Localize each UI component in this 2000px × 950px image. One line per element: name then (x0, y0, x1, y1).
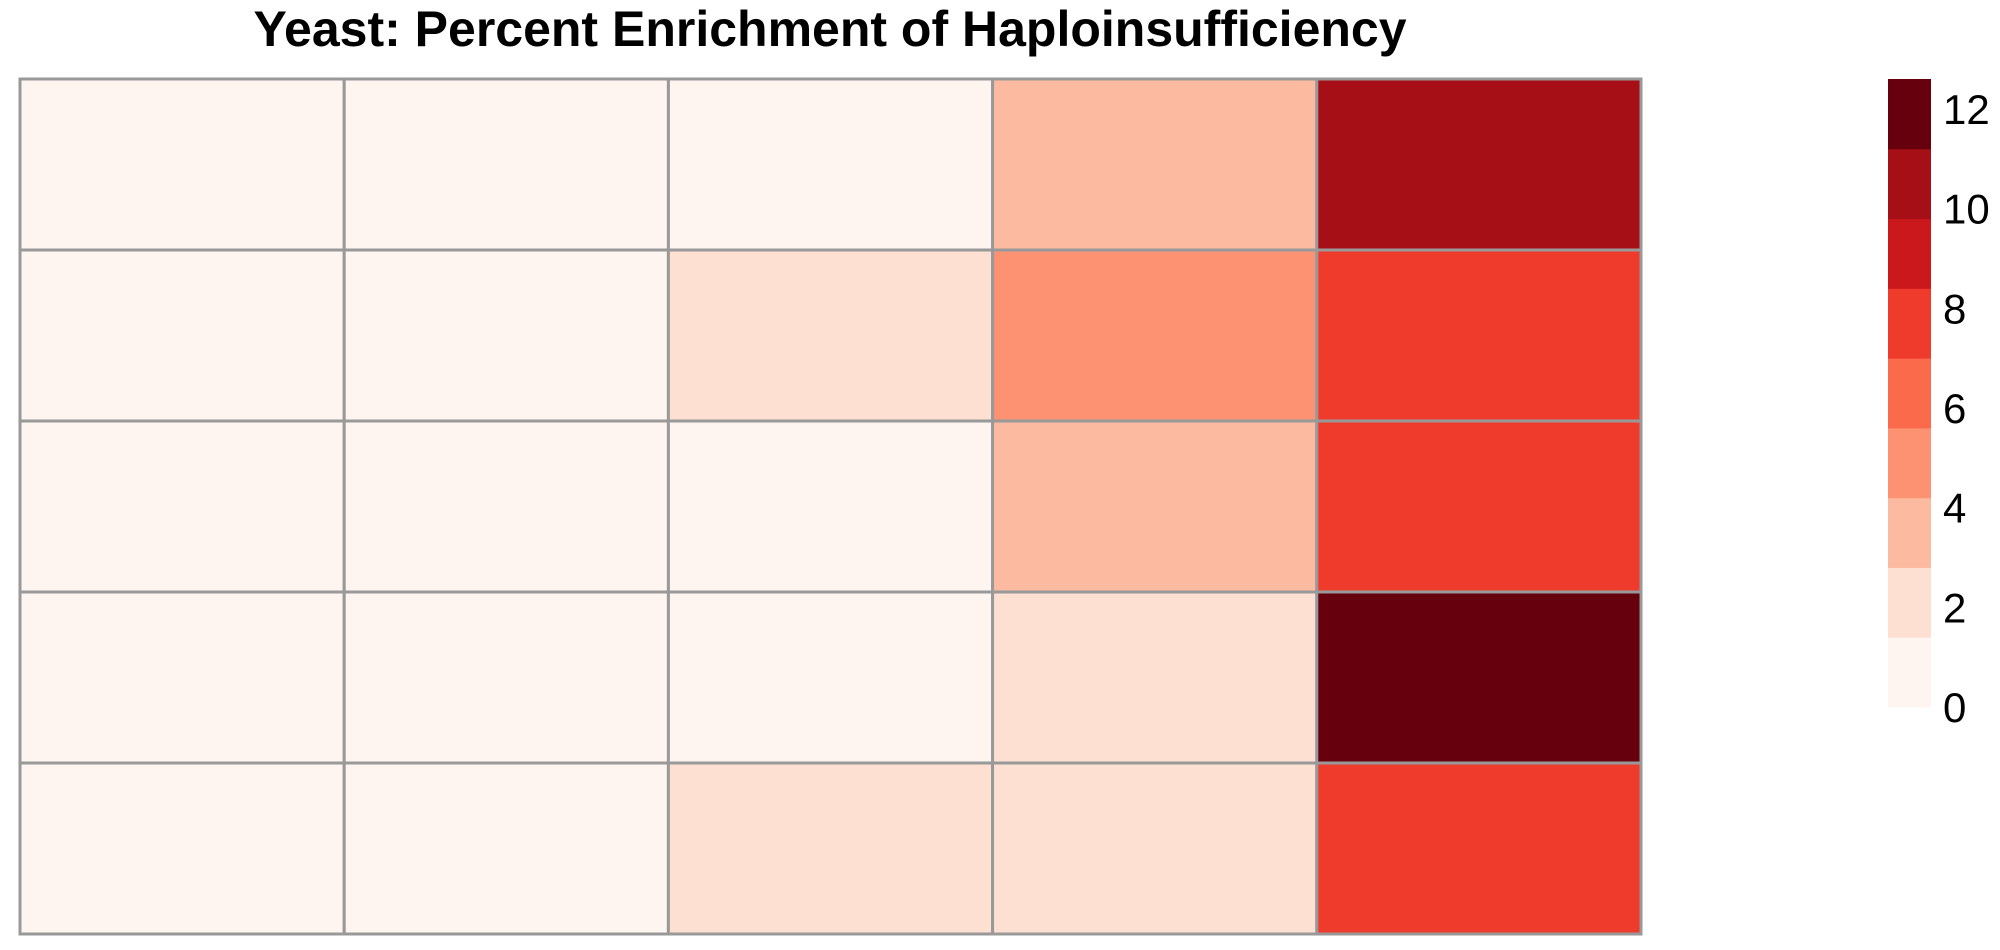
legend-band-8 (1888, 148, 1931, 220)
heatmap-cell-r5-c4 (991, 761, 1319, 936)
heatmap-cell-r1-c2 (342, 77, 670, 252)
heatmap-cell-r5-c2 (342, 761, 670, 936)
legend-tick-label: 6 (1943, 385, 1966, 432)
heatmap-cell-r3-c4 (991, 419, 1319, 594)
heatmap-cell-r5-c1 (18, 761, 346, 936)
legend-tick-label: 12 (1943, 86, 1990, 133)
legend-tick-label: 2 (1943, 584, 1966, 631)
heatmap-cell-r5-c5 (1315, 761, 1643, 936)
heatmap-cell-r2-c5 (1315, 248, 1643, 423)
heatmap-cell-r1-c3 (666, 77, 995, 252)
chart-title: Yeast: Percent Enrichment of Haploinsuff… (253, 1, 1406, 57)
legend-band-9 (1888, 79, 1931, 150)
heatmap-cell-r1-c1 (18, 77, 346, 252)
legend-tick-labels: 0 2 4 6 8 10 12 (1943, 86, 1990, 731)
heatmap-cell-r4-c2 (342, 590, 670, 765)
legend-band-5 (1888, 358, 1931, 429)
heatmap-cell-r4-c3 (666, 590, 995, 765)
heatmap-cell-r1-c5 (1315, 77, 1643, 252)
heatmap-cell-r2-c4 (991, 248, 1319, 423)
heatmap-cell-r1-c4 (991, 77, 1319, 252)
heatmap-cell-r2-c2 (342, 248, 670, 423)
legend-tick-label: 0 (1943, 684, 1966, 731)
legend-color-bands (1888, 79, 1931, 708)
heatmap-cell-r3-c5 (1315, 419, 1643, 594)
heatmap-cell-r5-c3 (666, 761, 995, 936)
legend-band-6 (1888, 288, 1931, 359)
heatmap-cell-r4-c1 (18, 590, 346, 765)
legend-tick-label: 8 (1943, 285, 1966, 332)
legend-tick-label: 4 (1943, 485, 1966, 532)
heatmap-cell-r3-c3 (666, 419, 995, 594)
legend-tick-label: 10 (1943, 186, 1990, 233)
legend-band-3 (1888, 497, 1931, 568)
heatmap-cell-r4-c5 (1315, 590, 1643, 765)
color-legend: 0 2 4 6 8 10 12 (1888, 79, 1990, 731)
heatmap-cell-r3-c2 (342, 419, 670, 594)
heatmap-cells (18, 77, 1643, 936)
heatmap-cell-r2-c3 (666, 248, 995, 423)
heatmap-cell-r2-c1 (18, 248, 346, 423)
legend-band-1 (1888, 637, 1931, 708)
legend-band-7 (1888, 218, 1931, 289)
heatmap-cell-r4-c4 (991, 590, 1319, 765)
heatmap-cell-r3-c1 (18, 419, 346, 594)
legend-band-2 (1888, 567, 1931, 638)
legend-band-4 (1888, 427, 1931, 499)
